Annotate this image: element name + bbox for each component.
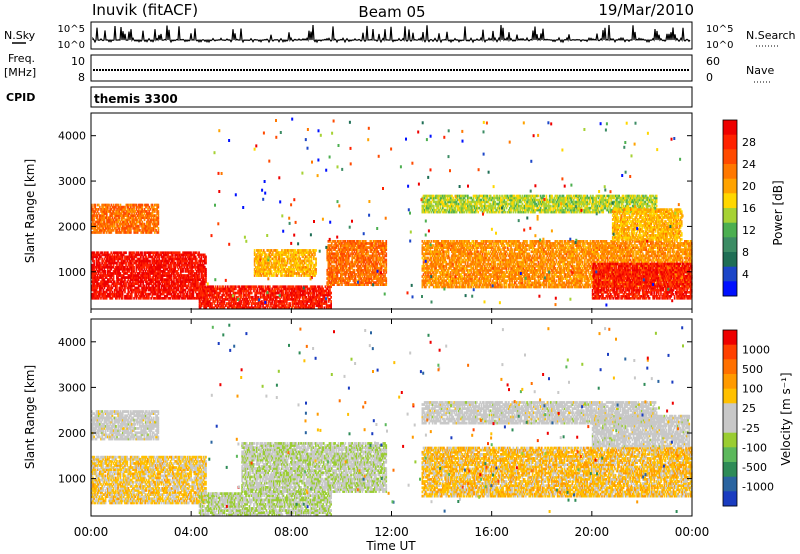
echo-cell-0	[105, 270, 107, 273]
echo-cell-2	[330, 300, 332, 303]
nsky-line	[93, 25, 690, 42]
echo-cell-0	[141, 251, 143, 254]
echo-cell-0	[125, 251, 127, 254]
nsky-right-tick-bottom: 10^0	[706, 40, 733, 51]
echo-cell-1	[158, 227, 160, 230]
echo-cell-0	[149, 260, 151, 263]
echo-cell-2	[330, 292, 332, 295]
echo-cell-2	[251, 292, 253, 295]
echo-cell-2	[269, 285, 271, 288]
station-title: Inuvik (fitACF)	[92, 1, 198, 19]
echo-cell-1	[141, 204, 143, 207]
cpid-label: CPID	[6, 91, 35, 104]
echo-cell-3	[271, 270, 273, 273]
freq-tick-top: 10	[71, 55, 85, 68]
nsky-trace	[93, 25, 690, 42]
freq-label: Freq.	[8, 52, 35, 65]
echo-cell-1	[94, 204, 96, 207]
echo-cell-3	[254, 249, 256, 252]
beam-title: Beam 05	[358, 3, 425, 21]
echo-cell-0	[93, 260, 95, 263]
echo-cell-2	[262, 285, 264, 288]
echo-cell-2	[330, 296, 332, 299]
echo-cell-3	[315, 249, 317, 252]
echo-cell-0	[196, 258, 198, 261]
echo-cell-0	[205, 256, 207, 259]
nsearch-label: N.Search	[746, 29, 796, 42]
echo-cell-0	[133, 266, 135, 269]
freq-tick-bottom: 8	[78, 71, 85, 84]
cpid-strip-frame	[91, 87, 692, 107]
echo-cell-2	[235, 285, 237, 288]
freq-unit: [MHz]	[4, 66, 36, 79]
nsky-label: N.Sky	[4, 29, 36, 42]
echo-cell-3	[315, 268, 317, 271]
power-echo-cells	[91, 118, 693, 310]
echo-cell-2	[204, 285, 206, 288]
echo-cell-1	[158, 204, 160, 207]
echo-cell-1	[158, 210, 160, 213]
echo-cell-4	[354, 269, 356, 272]
echo-cell-0	[205, 268, 207, 271]
cpid-value: themis 3300	[94, 92, 178, 106]
radar-summary-plot: Inuvik (fitACF) Beam 05 19/Mar/2010 N.Sk…	[0, 0, 800, 554]
nsky-right-tick-top: 10^5	[706, 24, 733, 35]
date-title: 19/Mar/2010	[598, 1, 694, 19]
echo-cell-3	[315, 258, 317, 261]
nsky-tick-bottom: 10^0	[58, 40, 85, 51]
nave-tick-top: 60	[706, 55, 720, 68]
nave-label: Nave	[746, 64, 774, 77]
nsky-tick-top: 10^5	[58, 24, 85, 35]
nave-tick-bottom: 0	[706, 71, 713, 84]
freq-strip-frame	[91, 55, 692, 81]
echo-cell-2	[289, 302, 291, 305]
